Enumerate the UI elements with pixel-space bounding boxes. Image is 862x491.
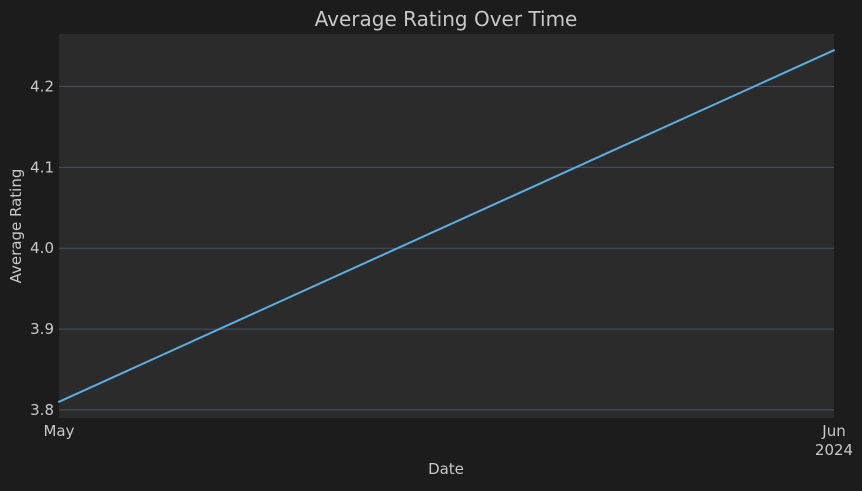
y-axis-label: Average Rating [7,169,25,284]
y-tick-labels: 3.8 3.9 4.0 4.1 4.2 [30,78,54,419]
x-tick-sublabel: 2024 [815,441,853,459]
y-tick-label: 4.2 [30,78,54,96]
y-tick-label: 4.0 [30,239,54,257]
y-tick-label: 4.1 [30,158,54,176]
chart-title: Average Rating Over Time [315,7,578,31]
x-tick-label: May [43,422,74,440]
y-tick-label: 3.8 [30,401,54,419]
series-layer [58,49,835,403]
grid-lines [59,86,834,411]
y-tick-label: 3.9 [30,320,54,338]
x-axis-label: Date [428,460,464,478]
x-tick-label: Jun [821,422,845,440]
series-line [58,49,835,403]
